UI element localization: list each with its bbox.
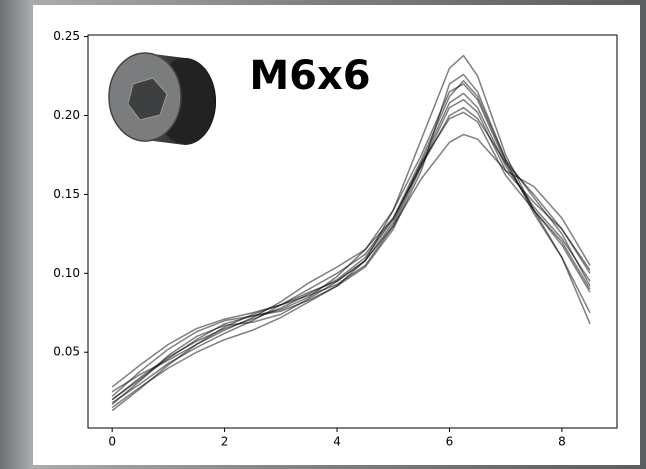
y-tick-label: 0.10 [53,266,80,280]
x-tick-label: 6 [446,435,454,449]
series-line [111,92,591,401]
x-tick-label: 4 [333,435,341,449]
series-line [111,73,591,401]
series-line [111,98,591,412]
y-tick-label: 0.25 [53,29,80,43]
y-tick-label: 0.15 [53,187,80,201]
x-tick-label: 8 [558,435,566,449]
annotation: M6x6 [249,53,370,99]
series-line [111,111,591,405]
x-tick-label: 2 [221,435,229,449]
y-tick-label: 0.20 [53,108,80,122]
screw-icon [108,52,217,145]
axes-frame [87,34,618,429]
series-line [111,106,591,404]
x-tick-label: 0 [108,435,116,449]
y-tick-label: 0.05 [53,345,80,359]
